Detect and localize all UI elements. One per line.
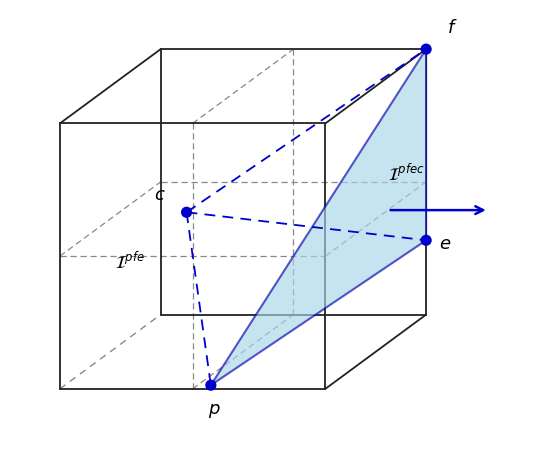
Point	[422, 237, 431, 244]
Text: $\mathcal{I}^{pfe}$: $\mathcal{I}^{pfe}$	[115, 252, 144, 272]
Text: $e$: $e$	[439, 235, 452, 253]
Polygon shape	[211, 49, 426, 385]
Point	[206, 381, 215, 389]
Text: $p$: $p$	[209, 402, 221, 420]
Text: $\boldsymbol{\mathcal{I}}^{pfec}$: $\boldsymbol{\mathcal{I}}^{pfec}$	[389, 164, 425, 185]
Text: $f$: $f$	[447, 20, 458, 38]
Point	[182, 208, 191, 216]
Point	[422, 45, 431, 53]
Text: $c$: $c$	[154, 186, 165, 204]
